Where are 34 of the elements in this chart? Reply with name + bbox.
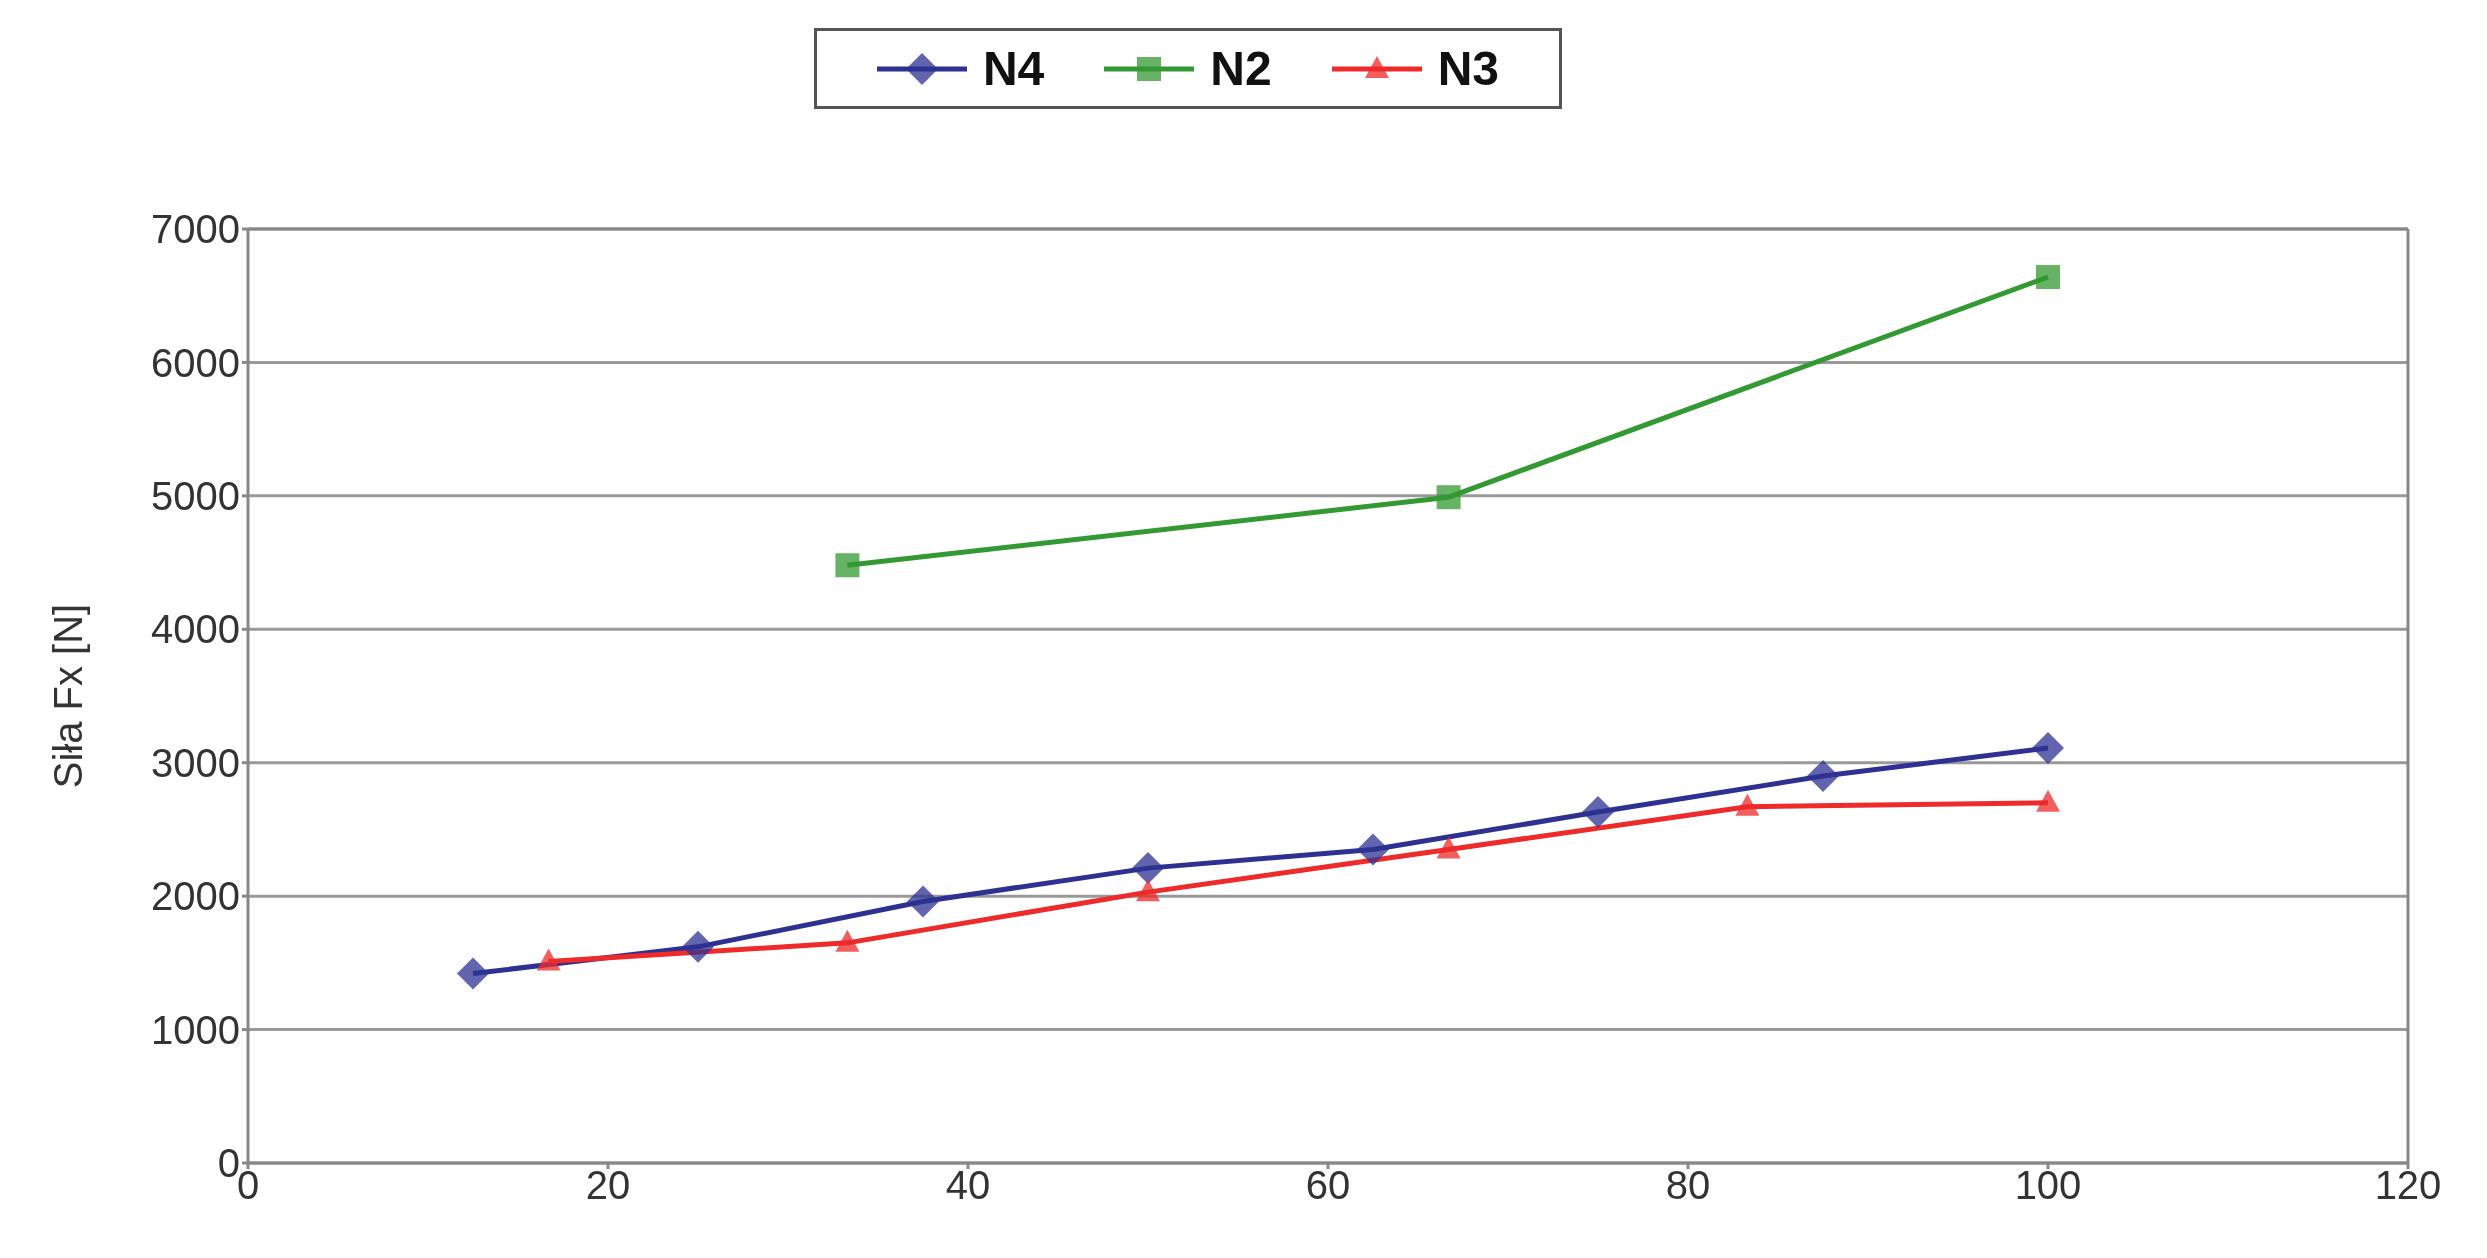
legend-label: N4 bbox=[981, 41, 1045, 96]
point bbox=[1436, 485, 1461, 510]
x-tick-label: 60 bbox=[1305, 1163, 1351, 1208]
x-tick-label: 80 bbox=[1665, 1163, 1711, 1208]
point bbox=[835, 929, 860, 952]
point bbox=[1582, 796, 1614, 829]
point bbox=[1136, 879, 1160, 902]
point bbox=[536, 948, 561, 971]
point bbox=[1436, 836, 1461, 859]
point bbox=[1735, 793, 1760, 816]
point bbox=[2036, 789, 2060, 812]
point bbox=[457, 957, 489, 990]
point bbox=[682, 930, 714, 963]
point bbox=[835, 553, 860, 578]
x-tick-label: 20 bbox=[585, 1163, 631, 1208]
legend-label: N2 bbox=[1209, 41, 1272, 96]
y-tick-label: 1000 bbox=[151, 1007, 240, 1052]
point bbox=[1807, 760, 1839, 793]
y-tick-label: 5000 bbox=[151, 474, 240, 519]
y-tick-label: 6000 bbox=[151, 340, 240, 385]
y-tick-label: 7000 bbox=[151, 207, 240, 252]
point bbox=[907, 885, 939, 918]
point bbox=[2036, 265, 2060, 290]
y-tick-label: 3000 bbox=[151, 740, 240, 785]
y-tick-label: 4000 bbox=[151, 607, 240, 652]
legend-label: N3 bbox=[1436, 41, 1500, 96]
x-tick-label: 100 bbox=[2014, 1163, 2082, 1208]
y-tick-label: 2000 bbox=[151, 874, 240, 919]
point bbox=[1132, 852, 1164, 885]
x-tick-label: 40 bbox=[945, 1163, 991, 1208]
point bbox=[1357, 833, 1389, 866]
y-axis-title: Siła Fx [N] bbox=[46, 603, 91, 789]
x-tick-label: 120 bbox=[2374, 1163, 2442, 1208]
point bbox=[2032, 732, 2064, 765]
